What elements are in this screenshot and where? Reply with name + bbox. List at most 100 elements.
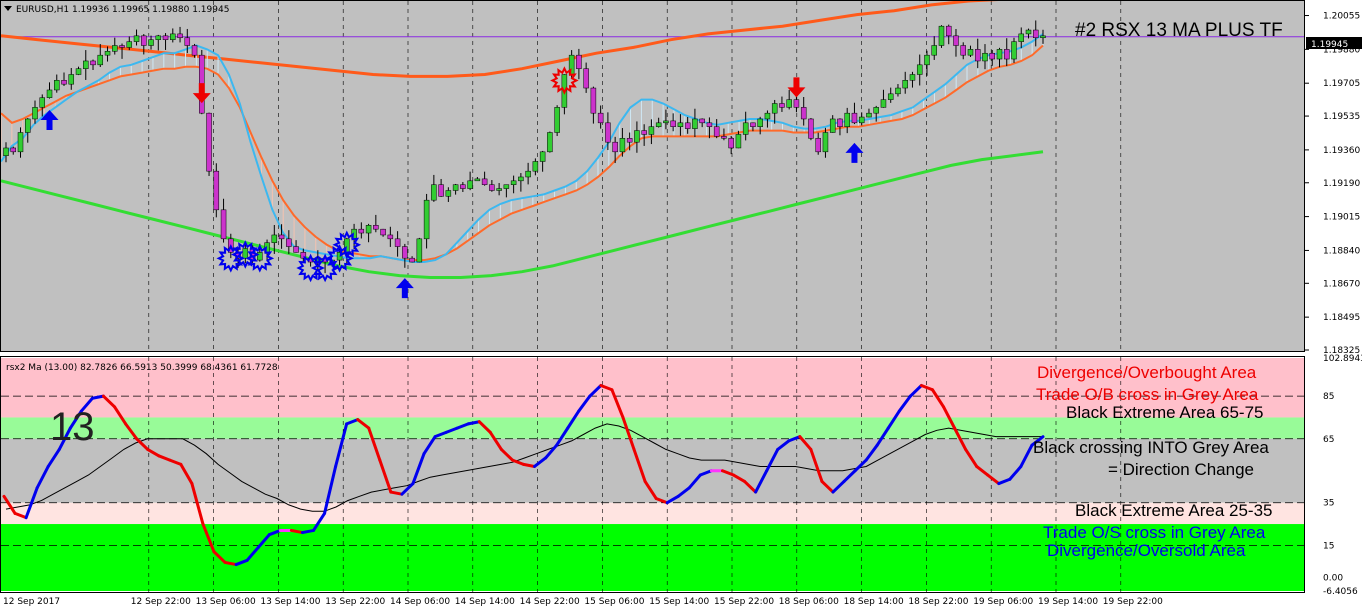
candle-body [539, 151, 546, 162]
chart-title: #2 RSX 13 MA PLUS TF [1075, 20, 1283, 41]
signal-line [5, 423, 1043, 512]
rsx-segment [367, 426, 382, 462]
candle-body [583, 68, 589, 89]
candle-body [619, 138, 626, 153]
rsx-segment [245, 546, 260, 562]
rsx-segment [787, 435, 802, 443]
rsx-segment [433, 430, 448, 439]
rsx-segment [378, 458, 393, 494]
candle-body [271, 234, 278, 243]
candle-body [655, 122, 662, 127]
candle-body [460, 184, 466, 189]
indicator-title: rsx2 Ma (13.00) 82.7826 66.5913 50.3999 … [6, 363, 278, 373]
note-black-cross-2: = Direction Change [1108, 460, 1254, 479]
rsx-segment [975, 464, 990, 477]
candle-body [293, 246, 299, 253]
candle-body [402, 246, 408, 259]
note-divergence-overbought: Divergence/Overbought Area [1037, 363, 1257, 382]
candle-body [365, 225, 372, 234]
ema-fast-line [0, 33, 1044, 263]
rsx-segment [522, 462, 537, 468]
rsx-segment [256, 533, 271, 550]
buy-arrow-icon [395, 278, 414, 299]
candle-body [612, 141, 618, 153]
candle-body [597, 112, 604, 124]
candle-body [844, 112, 850, 127]
current-price-tag [1306, 37, 1362, 49]
candle-body [837, 118, 843, 127]
time-axis-labels: 12 Sep 2017 12 Sep 22:00 13 Sep 06:00 13 Se… [3, 597, 1163, 607]
candle-body [590, 87, 597, 114]
candle-body [162, 35, 169, 40]
rsx-segment [986, 473, 1001, 486]
rsx-segment [676, 486, 691, 498]
note-black-cross-1: Black crossing INTO Grey Area [1033, 438, 1269, 457]
candle-body [684, 122, 691, 129]
candle-body [438, 184, 444, 197]
rsx-segment [411, 452, 426, 486]
oversold-star-icon [296, 253, 325, 283]
candle-body [452, 184, 459, 191]
rsx-segment [168, 458, 183, 466]
price-axis-labels: 1.20055 1.19880 1.19705 1.19535 1.19360 1.191… [1305, 12, 1360, 356]
candle-body [576, 54, 582, 69]
candle-body [916, 64, 923, 75]
note-black-extreme-low: Black Extreme Area 25-35 [1075, 501, 1272, 520]
rsx-segment [499, 447, 514, 462]
price-tick-label: 1.20055 [1323, 12, 1360, 22]
candle-body [547, 132, 553, 153]
price-tick-label: 1.19360 [1323, 146, 1360, 156]
candle-body [286, 238, 292, 247]
candle-body [960, 45, 966, 56]
rsx-segment [146, 447, 161, 458]
rsx-segment [776, 439, 791, 451]
note-divergence-oversold: Divergence/Oversold Area [1047, 541, 1246, 560]
rsx-segment [422, 435, 437, 456]
time-tick-label: 15 Sep 14:00 [649, 597, 709, 607]
rsx-segment [544, 443, 559, 460]
rsx-segment [643, 479, 658, 500]
indicator-tick-label: 15 [1323, 541, 1334, 551]
time-tick-label: 14 Sep 14:00 [455, 597, 515, 607]
candle-body [982, 52, 988, 62]
symbol-title: EURUSD,H1 1.19936 1.19965 1.19880 1.1994… [16, 5, 229, 15]
rsx-segment [953, 426, 968, 451]
rsx-segment [345, 418, 360, 426]
candle-body [474, 178, 481, 182]
rsx-segment [113, 405, 128, 426]
candle-body [358, 228, 365, 234]
candle-body [242, 248, 249, 259]
rsx-segment [223, 560, 238, 567]
candle-body [663, 120, 669, 124]
indicator-zones [1, 358, 1304, 591]
candle-body [489, 184, 495, 191]
indicator-tick-label: 85 [1323, 392, 1334, 402]
candle-body [692, 118, 698, 129]
sell-arrow-icon [787, 77, 806, 98]
rsx-segment [68, 409, 83, 430]
rsx-segment [234, 558, 249, 567]
triangle-down-icon[interactable] [4, 6, 12, 11]
rsx-segment [930, 388, 946, 409]
rsx-segment [555, 426, 570, 447]
price-tick-label: 1.19535 [1323, 112, 1360, 122]
zone-overbought [1, 358, 1304, 418]
candle-body [467, 180, 473, 189]
candle-body [996, 49, 1003, 60]
candle-body [924, 54, 930, 66]
time-tick-label: 18 Sep 14:00 [844, 597, 904, 607]
candle-body [626, 138, 633, 143]
candle-body [83, 60, 89, 69]
rsx-series [2, 383, 1045, 567]
rsx-segment [621, 415, 636, 451]
time-tick-label: 12 Sep 2017 [3, 597, 60, 607]
indicator-pane-border [0, 356, 1305, 593]
candle-body [728, 138, 734, 149]
candle-body [1018, 33, 1024, 42]
candle-body [953, 35, 959, 46]
candle-body [518, 176, 524, 182]
candle-body [822, 132, 829, 153]
rsx-segment [135, 437, 150, 451]
candle-body [68, 74, 75, 85]
